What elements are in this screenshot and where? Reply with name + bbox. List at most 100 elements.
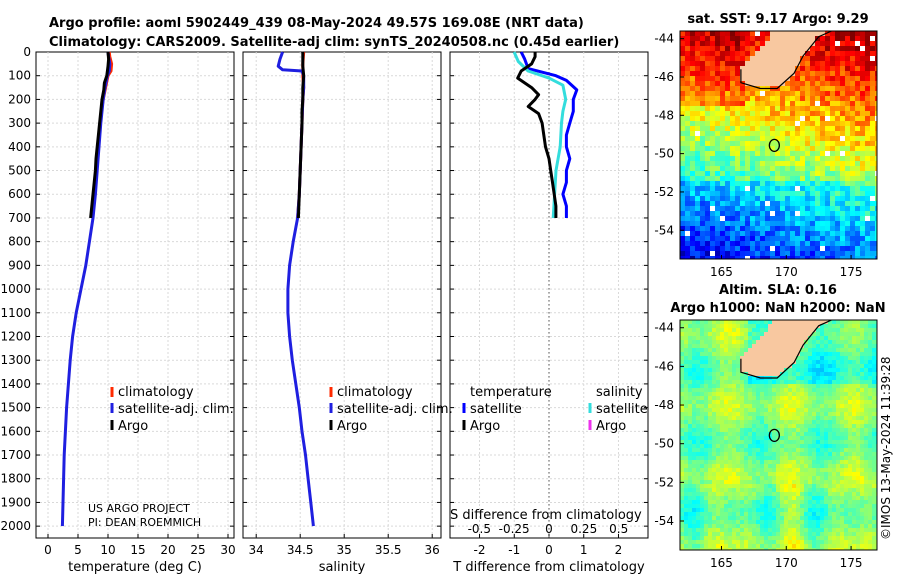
map-cell (724, 508, 729, 513)
map-cell (728, 336, 733, 341)
map-cell (800, 432, 805, 437)
map-cell (860, 532, 865, 537)
map-lon-tick: 175 (840, 265, 863, 279)
map-cell (844, 452, 849, 457)
map-cell (735, 126, 741, 132)
map-cell (680, 211, 686, 217)
map-cell (740, 246, 746, 252)
map-cell (816, 424, 821, 429)
map-cell (730, 76, 736, 82)
map-cell (765, 191, 771, 197)
map-cell (812, 448, 817, 453)
map-cell (752, 484, 757, 489)
map-cell (732, 488, 737, 493)
map-cell (830, 36, 836, 42)
map-cell (695, 236, 701, 242)
map-cell (700, 96, 706, 102)
map-cell (732, 532, 737, 537)
map-cell (700, 416, 705, 421)
map-cell (708, 412, 713, 417)
map-cell (785, 71, 791, 77)
map-cell (720, 460, 725, 465)
map-cell (835, 111, 841, 117)
map-cell (756, 500, 761, 505)
map-cell (785, 116, 791, 122)
map-cell (750, 31, 756, 37)
map-cell (740, 360, 745, 365)
map-cell (810, 246, 816, 252)
map-cell (745, 241, 751, 247)
map-cell (716, 428, 721, 433)
map-cell (848, 328, 853, 333)
map-cell (755, 241, 761, 247)
map-cell (692, 364, 697, 369)
map-cell (864, 396, 869, 401)
map-cell (744, 484, 749, 489)
map-cell (735, 151, 741, 157)
map-cell (705, 86, 711, 92)
map-cell (860, 436, 865, 441)
map-cell (868, 488, 873, 493)
map-cell (732, 328, 737, 333)
map-cell (836, 508, 841, 513)
map-cell (805, 216, 811, 222)
map-cell (825, 256, 831, 259)
map-cell (796, 412, 801, 417)
map-cell (725, 81, 731, 87)
map-cell (764, 420, 769, 425)
map-cell (815, 131, 821, 137)
map-cell (772, 324, 777, 329)
map-cell (700, 141, 706, 147)
map-cell (790, 211, 796, 217)
map-cell (692, 344, 697, 349)
map-cell (764, 332, 769, 337)
map-cell (840, 241, 846, 247)
map-cell (800, 516, 805, 521)
map-cell (824, 500, 829, 505)
map-cell (808, 348, 813, 353)
map-cell (705, 201, 711, 207)
map-cell (808, 504, 813, 509)
map-cell (736, 420, 741, 425)
map-cell (715, 71, 721, 77)
map-cell (785, 91, 791, 97)
map-cell (770, 241, 776, 247)
map-cell (735, 31, 741, 37)
map-cell (868, 528, 873, 533)
map-cell (792, 456, 797, 461)
map-cell (748, 396, 753, 401)
map-cell (820, 400, 825, 405)
map-cell (704, 392, 709, 397)
map-cell (820, 504, 825, 509)
map-cell (835, 121, 841, 127)
map-cell (740, 241, 746, 247)
map-cell (696, 504, 701, 509)
map-cell (748, 408, 753, 413)
map-cell (716, 372, 721, 377)
map-cell (870, 141, 876, 147)
map-cell (840, 432, 845, 437)
map-cell (725, 71, 731, 77)
map-cell (808, 460, 813, 465)
map-cell (824, 488, 829, 493)
map-cell (832, 432, 837, 437)
map-cell (728, 328, 733, 333)
map-cell (870, 66, 876, 72)
map-cell (804, 428, 809, 433)
map-cell (800, 126, 806, 132)
map-cell (700, 432, 705, 437)
map-cell (760, 476, 765, 481)
map-cell (860, 136, 866, 142)
map-cell (685, 146, 691, 152)
map-cell (705, 121, 711, 127)
map-cell (796, 464, 801, 469)
coastline (740, 31, 832, 90)
map-cell (872, 320, 877, 325)
map-cell (680, 131, 686, 137)
map-cell (796, 508, 801, 513)
map-cell (700, 320, 705, 325)
map-cell (690, 71, 696, 77)
map-cell (796, 428, 801, 433)
map-cell (732, 536, 737, 541)
map-cell (696, 496, 701, 501)
